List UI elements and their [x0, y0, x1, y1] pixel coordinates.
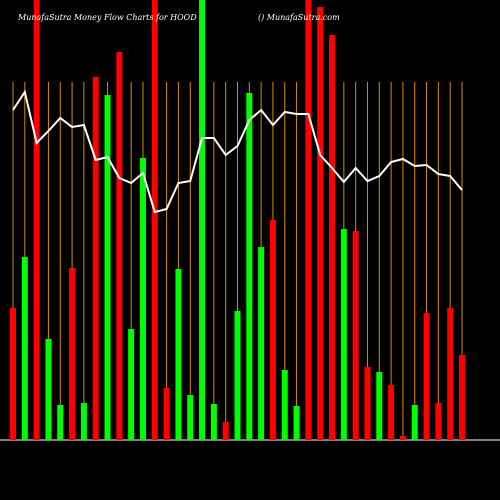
bar	[21, 257, 28, 440]
bar	[128, 329, 135, 440]
bar	[199, 0, 206, 440]
bar	[317, 7, 324, 440]
bar	[340, 229, 347, 440]
bar	[175, 269, 182, 440]
bar	[459, 355, 465, 440]
chart-subtitle: () MunafaSutra.com	[258, 13, 340, 22]
bar	[151, 0, 158, 440]
bar	[258, 247, 265, 440]
bar	[293, 406, 300, 440]
bar	[352, 231, 359, 440]
bar	[210, 404, 217, 440]
bar	[305, 0, 312, 440]
bar	[269, 220, 276, 440]
bar	[399, 436, 406, 440]
bar	[116, 52, 123, 440]
flow-line	[12, 89, 463, 214]
bar	[80, 403, 87, 440]
bar	[163, 388, 170, 440]
bar	[447, 308, 454, 440]
chart-title: MunafaSutra Money Flow Charts for HOOD	[17, 13, 197, 22]
bar	[187, 395, 194, 440]
bar	[45, 339, 52, 440]
bar	[329, 35, 336, 440]
bar	[222, 422, 229, 440]
bar	[388, 385, 395, 440]
bar	[376, 372, 383, 440]
bar	[139, 158, 146, 440]
bar	[411, 405, 418, 440]
bar	[33, 0, 40, 440]
bar	[281, 370, 288, 440]
bar	[92, 77, 99, 440]
bar	[57, 405, 64, 440]
bar	[364, 367, 371, 440]
bar	[246, 93, 253, 440]
bar	[435, 403, 442, 440]
bar	[104, 95, 111, 440]
bar	[10, 308, 16, 440]
bar	[69, 268, 76, 440]
bar	[423, 313, 430, 440]
bar	[234, 311, 241, 440]
